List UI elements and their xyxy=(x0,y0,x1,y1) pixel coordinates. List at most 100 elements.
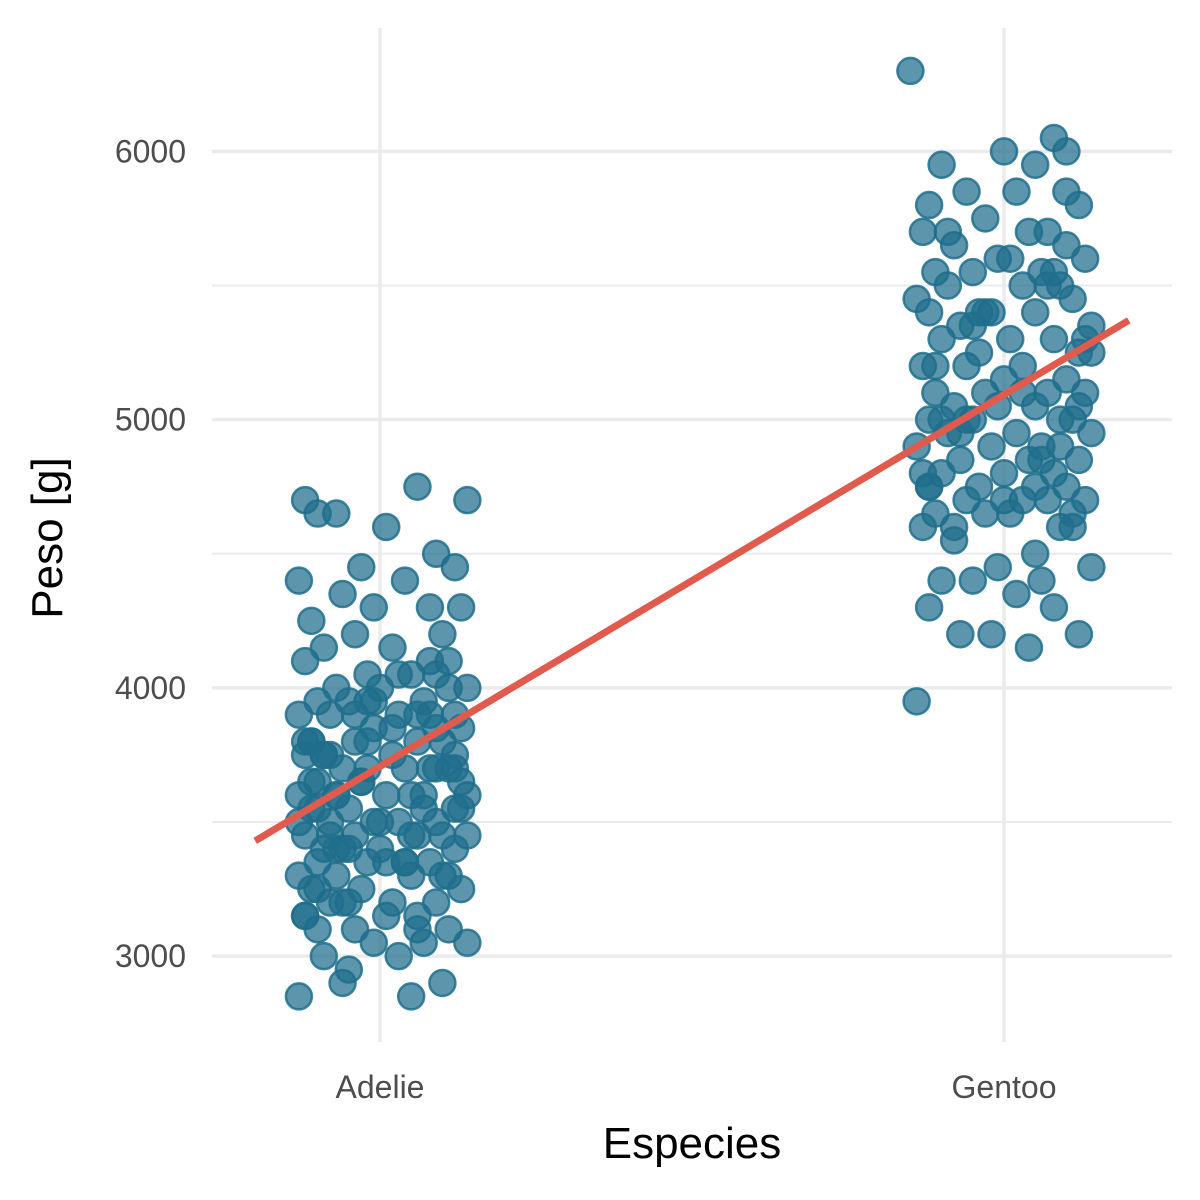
data-point xyxy=(1039,257,1069,287)
data-point xyxy=(983,552,1013,582)
data-point xyxy=(989,485,1019,515)
data-point xyxy=(440,740,470,770)
data-point xyxy=(1002,177,1031,206)
data-point xyxy=(914,472,944,501)
trend-line xyxy=(253,317,1131,844)
data-point xyxy=(1077,552,1106,582)
data-point xyxy=(933,271,963,300)
y-tick-label: 3000 xyxy=(115,938,186,974)
trend-line-layer xyxy=(253,317,1131,844)
data-point xyxy=(1002,418,1031,448)
data-point xyxy=(390,566,420,595)
data-point xyxy=(359,928,389,957)
points-layer xyxy=(284,56,1106,1011)
data-point xyxy=(1020,472,1050,501)
data-point xyxy=(415,593,445,622)
data-point xyxy=(921,351,950,381)
data-point xyxy=(315,700,345,729)
data-point xyxy=(995,244,1025,273)
data-point xyxy=(1008,271,1037,300)
x-tick-labels: Adelie Gentoo xyxy=(336,1069,1057,1105)
data-point xyxy=(914,298,944,327)
data-point xyxy=(453,485,482,515)
data-point xyxy=(977,620,1006,649)
data-point xyxy=(453,928,482,957)
data-point xyxy=(340,620,370,649)
data-point xyxy=(328,579,357,609)
data-point xyxy=(1064,620,1094,649)
data-point xyxy=(1070,244,1100,273)
data-point xyxy=(297,767,326,797)
y-tick-labels: 3000 4000 5000 6000 xyxy=(115,133,186,974)
data-point xyxy=(1014,633,1044,662)
data-point xyxy=(1020,150,1050,180)
data-point xyxy=(378,713,407,743)
data-point xyxy=(403,700,432,729)
data-point xyxy=(396,982,426,1011)
data-point xyxy=(378,633,407,662)
data-point xyxy=(1020,539,1050,569)
data-point xyxy=(371,780,401,810)
data-point xyxy=(1058,499,1087,528)
data-point xyxy=(989,137,1019,166)
data-point xyxy=(1014,217,1044,247)
data-point xyxy=(334,955,364,984)
data-point xyxy=(421,539,451,569)
data-point xyxy=(428,620,457,649)
data-point xyxy=(446,593,476,622)
data-point xyxy=(371,848,401,877)
data-point xyxy=(347,552,376,582)
data-point xyxy=(1058,284,1087,314)
data-point xyxy=(1039,324,1069,354)
y-axis-title: Peso [g] xyxy=(23,457,72,618)
y-tick-label: 6000 xyxy=(115,133,186,169)
data-point xyxy=(1064,391,1094,421)
x-tick-label: Adelie xyxy=(336,1069,425,1105)
data-point xyxy=(946,620,975,649)
data-point xyxy=(927,324,956,354)
data-point xyxy=(421,660,451,689)
data-point xyxy=(384,941,413,971)
data-point xyxy=(952,351,981,381)
data-point xyxy=(1039,593,1069,622)
data-point xyxy=(908,512,938,542)
data-point xyxy=(902,687,931,716)
data-point xyxy=(371,512,401,542)
data-point xyxy=(1020,298,1050,327)
data-point xyxy=(428,861,457,890)
data-point xyxy=(359,687,389,716)
data-point xyxy=(396,821,426,850)
data-point xyxy=(440,834,470,864)
data-point xyxy=(933,217,963,247)
data-point xyxy=(958,257,988,287)
data-point xyxy=(1052,137,1081,166)
data-point xyxy=(309,941,339,971)
data-point xyxy=(409,780,438,810)
data-point xyxy=(371,901,401,931)
data-point xyxy=(914,190,944,220)
data-point xyxy=(453,780,482,810)
data-point xyxy=(989,459,1019,488)
y-tick-label: 5000 xyxy=(115,402,186,438)
data-point xyxy=(1002,579,1031,609)
data-point xyxy=(297,606,326,636)
data-point xyxy=(322,834,351,864)
data-point xyxy=(952,177,981,206)
data-point xyxy=(995,324,1025,354)
data-point xyxy=(971,204,1000,233)
data-point xyxy=(365,807,395,837)
data-point xyxy=(290,646,320,676)
data-point xyxy=(353,727,382,756)
data-point xyxy=(403,915,432,944)
data-point xyxy=(428,968,457,998)
data-point xyxy=(284,566,314,595)
data-point xyxy=(403,472,432,501)
x-tick-label: Gentoo xyxy=(952,1069,1057,1105)
data-point xyxy=(315,740,345,770)
data-point xyxy=(303,874,332,904)
x-axis-title: Especies xyxy=(603,1119,782,1168)
data-point xyxy=(939,512,969,542)
data-point xyxy=(384,660,413,689)
